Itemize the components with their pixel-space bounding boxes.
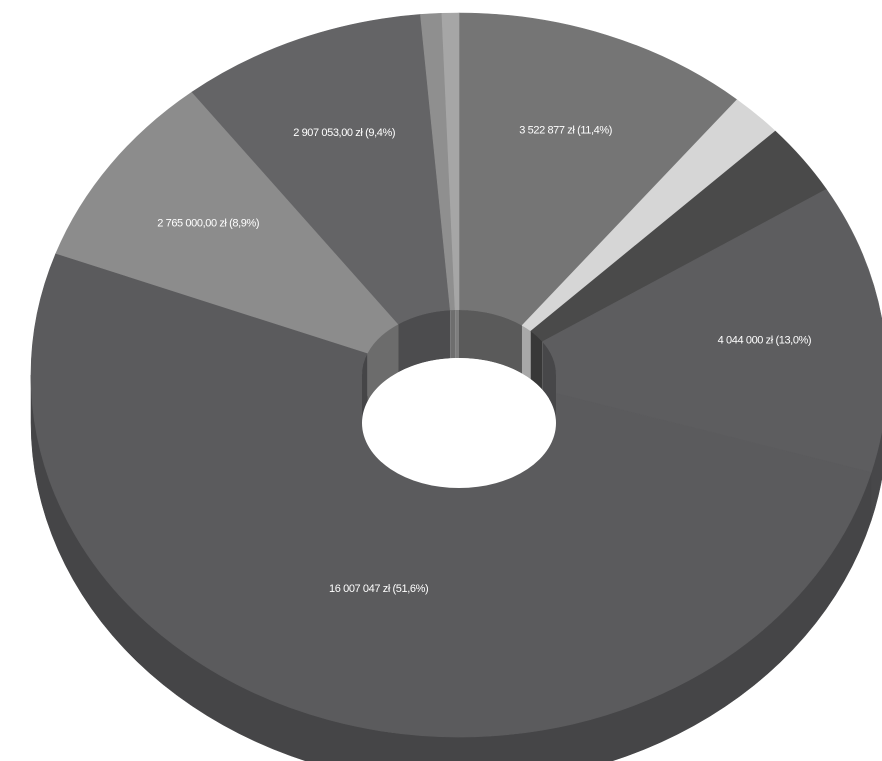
hole-wall-0 bbox=[459, 310, 522, 374]
slice-label-5: 2 765 000,00 zł (8,9%) bbox=[157, 217, 259, 229]
slice-label-6: 2 907 053,00 zł (9,4%) bbox=[293, 127, 395, 139]
hole-wall-4 bbox=[362, 353, 368, 423]
slice-label-4: 16 007 047 zł (51,6%) bbox=[329, 583, 428, 595]
hole-wall-2 bbox=[530, 331, 543, 390]
slice-labels: 3 522 877 zł (11,4%) 4 044 000 zł (13,0%)… bbox=[157, 124, 811, 594]
slice-label-0: 3 522 877 zł (11,4%) bbox=[519, 124, 612, 136]
donut-hole bbox=[361, 310, 556, 489]
hole-wall-3 bbox=[542, 341, 556, 423]
slice-label-3: 4 044 000 zł (13,0%) bbox=[718, 334, 812, 346]
donut-tops bbox=[30, 12, 882, 738]
hole-opening bbox=[361, 357, 556, 489]
hole-wall-7 bbox=[450, 310, 456, 359]
hole-wall-5 bbox=[367, 324, 399, 402]
hole-wall-8 bbox=[455, 310, 459, 359]
hole-wall-1 bbox=[521, 325, 531, 380]
hole-wall-6 bbox=[398, 310, 451, 373]
